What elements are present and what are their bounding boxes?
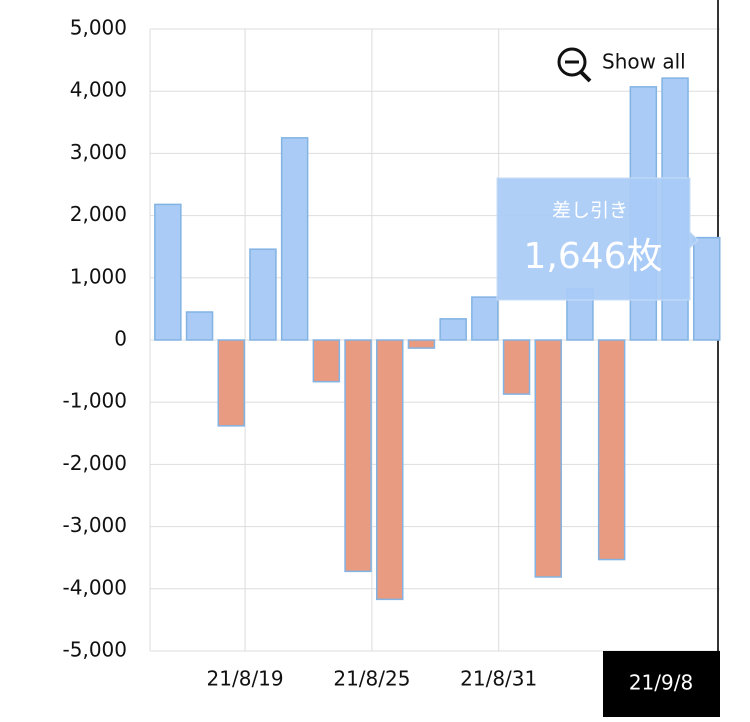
tooltip-title: 差し引き — [552, 200, 628, 222]
bar — [312, 339, 341, 383]
tooltip-box — [496, 177, 699, 301]
bar — [407, 339, 436, 349]
bar — [439, 318, 467, 341]
y-tick-label: -4,000 — [63, 575, 127, 599]
y-tick-label: -2,000 — [63, 451, 127, 475]
x-tick-highlight — [603, 651, 720, 717]
x-tick-label: 21/8/19 — [207, 667, 284, 691]
x-tick-label: 21/9/8 — [629, 671, 693, 695]
bar — [376, 339, 404, 601]
bar — [502, 339, 531, 395]
y-tick-label: -5,000 — [63, 638, 127, 662]
labels: -5,000 -4,000 -3,000 -2,000 -1,000 0 1,000 2,00… — [63, 16, 720, 717]
bar — [249, 248, 277, 341]
y-tick-label: 5,000 — [70, 16, 127, 40]
y-tick-label: 1,000 — [70, 264, 127, 288]
bar — [185, 311, 214, 341]
bar — [344, 339, 372, 573]
bar — [217, 339, 245, 427]
bar — [693, 236, 721, 341]
y-tick-label: 2,000 — [70, 202, 127, 226]
bar — [154, 203, 182, 341]
x-tick-label: 21/8/31 — [460, 667, 537, 691]
x-tick-label: 21/8/25 — [333, 667, 410, 691]
tooltip-value: 1,646枚 — [523, 236, 662, 277]
show-all-button[interactable]: Show all — [557, 47, 686, 83]
y-tick-label: -1,000 — [63, 389, 127, 413]
y-tick-label: 4,000 — [70, 78, 127, 102]
tooltip: 差し引き 1,646枚 — [496, 177, 699, 301]
bar — [471, 296, 499, 341]
zoom-icon — [557, 47, 587, 77]
bar — [597, 339, 626, 561]
bar — [534, 339, 562, 578]
zoom-icon — [579, 70, 592, 83]
show-all-label[interactable]: Show all — [602, 50, 686, 74]
y-tick-label: -3,000 — [63, 513, 127, 537]
y-tick-label: 3,000 — [70, 140, 127, 164]
y-tick-label: 0 — [114, 327, 127, 351]
grid — [149, 0, 720, 652]
bar — [280, 137, 309, 341]
